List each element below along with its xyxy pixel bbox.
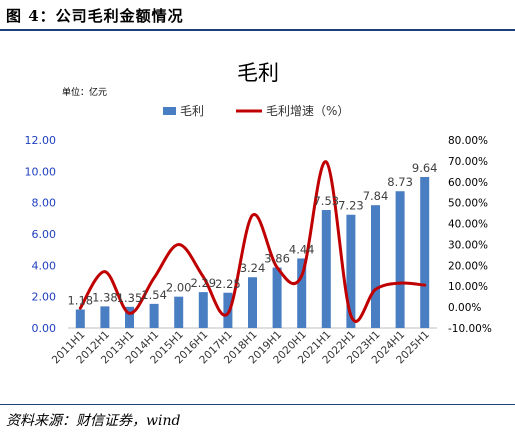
bar	[346, 214, 356, 328]
chart-title: 毛利	[237, 61, 279, 85]
left-axis-tick-label: 2.00	[32, 291, 57, 304]
bar-data-label: 3.24	[240, 261, 266, 275]
bar	[149, 303, 159, 328]
bar	[248, 277, 257, 328]
right-axis-tick-label: -10.00%	[448, 323, 492, 335]
left-axis-tick-label: 12.00	[25, 134, 57, 147]
bar-data-label: 2.29	[190, 276, 216, 290]
bar	[125, 306, 134, 328]
bar-data-label: 8.73	[387, 175, 413, 189]
figure-title: 图 4：公司毛利金额情况	[6, 7, 184, 25]
bar-data-label: 3.86	[264, 252, 290, 266]
bar	[321, 210, 331, 328]
left-axis-tick-label: 6.00	[32, 228, 57, 241]
bar	[297, 258, 307, 328]
header-divider	[0, 29, 515, 31]
bar-data-label: 1.35	[117, 291, 143, 305]
right-axis-tick-label: 0.00%	[448, 302, 481, 314]
legend-label-bar: 毛利	[180, 104, 204, 118]
bar	[198, 292, 208, 328]
bar-data-label: 9.64	[412, 161, 438, 175]
legend-label-line: 毛利增速（%）	[266, 104, 349, 118]
growth-line	[78, 160, 427, 323]
bar-data-label: 7.84	[363, 189, 389, 203]
unit-label: 单位：亿元	[62, 86, 107, 98]
left-axis-tick-label: 0.00	[32, 322, 57, 335]
bar-data-label: 7.53	[313, 194, 339, 208]
bar-data-label: 1.18	[67, 294, 93, 308]
bar-data-label: 2.25	[215, 277, 241, 291]
bar-data-label: 1.54	[141, 288, 167, 302]
x-axis-tick-labels: 2011H12012H12013H12014H12015H12016H12017…	[50, 329, 432, 367]
figure-header: 图 4：公司毛利金额情况	[0, 0, 515, 32]
right-axis-tick-label: 50.00%	[448, 198, 488, 210]
right-axis-tick-label: 10.00%	[448, 281, 488, 293]
gross-profit-chart: 毛利 单位：亿元 毛利 毛利增速（%） 0.00 2.00 4.00 6.00 8.00…	[25, 61, 492, 367]
right-axis-tick-label: 70.00%	[448, 156, 488, 168]
legend-swatch-bar	[163, 107, 176, 115]
legend: 毛利 毛利增速（%）	[163, 104, 349, 118]
right-axis-tick-label: 60.00%	[448, 177, 488, 189]
left-axis-tick-label: 10.00	[25, 165, 57, 178]
bar	[371, 205, 380, 328]
right-axis-tick-label: 80.00%	[448, 135, 488, 147]
bar-data-label: 7.23	[338, 199, 364, 213]
bar	[174, 296, 184, 328]
bar-data-label: 2.00	[166, 281, 192, 295]
footer-divider	[0, 404, 515, 405]
right-axis-tick-label: 30.00%	[448, 239, 488, 251]
bar	[75, 309, 85, 328]
growth-line-series	[78, 160, 427, 323]
bar-data-label: 4.44	[289, 242, 315, 256]
right-y-axis: -10.00% 0.00% 10.00% 20.00% 30.00% 40.00% 50.0…	[448, 135, 492, 335]
right-axis-tick-label: 20.00%	[448, 260, 488, 272]
bar-data-label: 1.38	[92, 290, 118, 304]
left-y-axis: 0.00 2.00 4.00 6.00 8.00 10.00 12.00	[25, 134, 57, 335]
left-axis-tick-label: 4.00	[32, 259, 57, 272]
source-note: 资料来源：财信证券，wind	[6, 413, 181, 429]
bar	[100, 306, 110, 328]
bar	[395, 191, 405, 328]
bar	[420, 176, 430, 328]
bar-data-labels: 1.181.381.351.542.002.292.25 3.243.864.44…	[67, 161, 437, 308]
right-axis-tick-label: 40.00%	[448, 219, 488, 231]
bar	[272, 267, 282, 328]
left-axis-tick-label: 8.00	[32, 197, 57, 210]
